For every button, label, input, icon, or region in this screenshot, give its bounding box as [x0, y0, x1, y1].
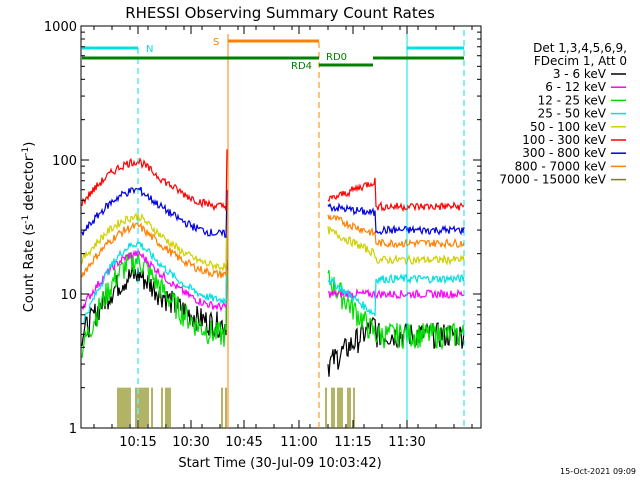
y-tick-label: 10 [60, 288, 77, 303]
legend: Det 1,3,4,5,6,9, FDecim 1, Att 0 3 - 6 k… [499, 41, 627, 187]
series-line [327, 202, 465, 236]
series-line [81, 186, 228, 238]
flag-layer: N S RD4 RD0 [82, 30, 465, 428]
x-tick-label: 10:45 [225, 435, 262, 450]
series-line [81, 149, 228, 212]
legend-label: 300 - 800 keV [522, 146, 606, 160]
x-tick-label: 11:00 [280, 435, 317, 450]
tick-layer: 1 10 100 1000 10:15 10:30 10:45 11:00 11:15 11:30 [44, 20, 481, 450]
legend-label: 7000 - 15000 keV [499, 173, 606, 187]
flag-label: N [146, 44, 153, 55]
legend-label: 50 - 100 keV [530, 120, 607, 134]
x-tick-label: 10:15 [119, 435, 156, 450]
legend-label: 3 - 6 keV [553, 67, 607, 81]
y-tick-label: 100 [52, 154, 77, 169]
series-line [327, 213, 465, 250]
legend-label: 6 - 12 keV [545, 80, 607, 94]
legend-label: 12 - 25 keV [538, 93, 607, 107]
x-tick-label: 10:30 [172, 435, 209, 450]
series-line [81, 236, 228, 325]
series-line [327, 273, 465, 317]
legend-label: 100 - 300 keV [522, 133, 606, 147]
y-tick-label: 1000 [44, 20, 77, 35]
legend-label: 800 - 7000 keV [515, 159, 607, 173]
x-tick-label: 11:30 [388, 435, 425, 450]
flag-label: RD4 [291, 61, 312, 72]
x-axis-label: Start Time (30-Jul-09 10:03:42) [178, 456, 381, 471]
plot-frame [80, 25, 482, 429]
series-line [327, 269, 465, 351]
plot-layer [81, 149, 465, 428]
flag-label: RD0 [326, 52, 347, 63]
y-tick-label: 1 [69, 422, 77, 437]
series-line [327, 316, 465, 377]
footer-timestamp: 15-Oct-2021 09:09 [560, 467, 636, 476]
legend-header-2: FDecim 1, Att 0 [534, 54, 627, 68]
legend-label: 25 - 50 keV [538, 107, 607, 121]
y-axis-label: Count Rate (s-1 detector-1) [21, 142, 37, 313]
x-tick-label: 11:15 [334, 435, 371, 450]
legend-header-1: Det 1,3,4,5,6,9, [533, 41, 627, 55]
flag-label: S [213, 37, 219, 48]
series-line [327, 225, 465, 266]
series-line [327, 177, 465, 213]
series-line [81, 202, 228, 271]
series-line [81, 210, 228, 280]
series-line [81, 251, 228, 359]
chart-title: RHESSI Observing Summary Count Rates [125, 4, 435, 22]
